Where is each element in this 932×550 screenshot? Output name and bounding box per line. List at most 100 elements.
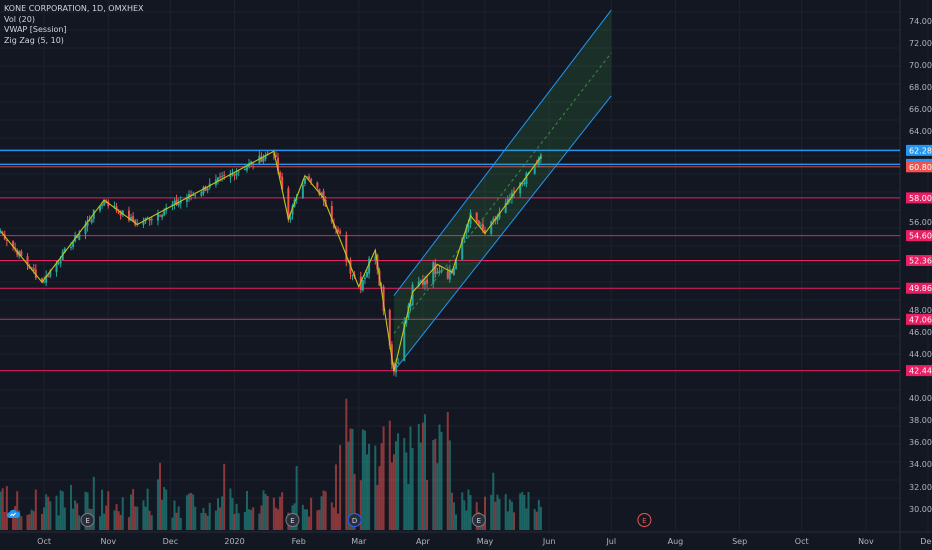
time-tick-label: Mar	[351, 537, 367, 546]
candle-body	[305, 176, 308, 178]
volume-bar	[14, 506, 17, 530]
volume-bar	[264, 493, 267, 530]
volume-bar	[411, 448, 414, 530]
volume-bar	[448, 440, 451, 530]
candle-body	[539, 154, 542, 159]
volume-bar	[484, 496, 487, 530]
volume-bar	[374, 445, 377, 530]
volume-bar	[301, 504, 304, 530]
candle-body	[496, 216, 499, 221]
price-tick-label: 36.00	[909, 438, 932, 447]
volume-bar	[214, 510, 217, 530]
regression-channel[interactable]	[393, 9, 612, 372]
earnings-marker-label: E	[642, 517, 646, 525]
candle-body	[235, 172, 238, 175]
horizontal-levels[interactable]	[0, 149, 900, 372]
candle-body	[397, 362, 400, 364]
volume-bar	[188, 493, 190, 530]
candle-body	[59, 261, 62, 264]
volume-bar	[397, 433, 400, 530]
volume-bar	[525, 508, 528, 530]
volume-bar	[173, 500, 176, 530]
volume-bar	[159, 462, 162, 530]
candle-body	[303, 178, 306, 184]
volume-bar	[136, 506, 139, 530]
volume-bar	[216, 498, 219, 530]
volume-bar	[45, 494, 48, 530]
time-axis[interactable]: Oct Nov Dec 2020 Feb Mar Apr May Jun Jul Aug Sep Oct…	[37, 537, 932, 546]
earnings-marker-label: D	[352, 517, 357, 525]
volume-bar	[533, 508, 536, 530]
zigzag-indicator-label[interactable]: Zig Zag (5, 10)	[4, 35, 64, 45]
price-tick-label: 56.00	[909, 218, 932, 227]
volume-bar	[512, 512, 515, 530]
candle-body	[243, 169, 246, 171]
volume-bar	[395, 441, 397, 530]
price-level-badge-label: 47.06	[909, 315, 932, 324]
price-level-badge-label: 54.60	[909, 232, 932, 241]
volume-bar	[219, 507, 222, 530]
candle-body	[484, 229, 487, 234]
tradingview-logo-icon[interactable]	[5, 508, 21, 520]
vol-indicator-label[interactable]: Vol (20)	[4, 14, 35, 24]
candle-body	[448, 269, 451, 280]
candle-body	[233, 174, 236, 177]
volume-bar	[409, 426, 412, 530]
candle-body	[438, 271, 441, 273]
volume-bar	[3, 511, 6, 530]
volume-bar	[41, 513, 44, 530]
volume-bar	[1, 488, 4, 530]
earnings-marker-label: E	[290, 517, 294, 525]
candle-body	[177, 202, 180, 206]
candle-body	[409, 303, 412, 308]
candle-body	[161, 214, 164, 218]
volume-bar	[49, 501, 52, 530]
volume-bar	[179, 517, 182, 530]
channel-fill	[393, 10, 612, 372]
volume-bar	[361, 429, 364, 530]
volume-bar	[121, 497, 124, 530]
volume-bar	[337, 513, 340, 530]
volume-bar	[16, 491, 19, 530]
volume-bar	[320, 496, 323, 530]
candle-body	[206, 188, 209, 191]
time-tick-label: Feb	[292, 537, 306, 546]
volume-bar	[426, 479, 429, 530]
candle-body	[475, 212, 478, 222]
price-level-badge	[906, 230, 932, 242]
volume-bar	[130, 494, 133, 530]
volume-bar	[105, 505, 108, 530]
candle-body	[173, 201, 176, 206]
candle-body	[127, 210, 130, 221]
price-tick-label: 48.00	[909, 306, 932, 315]
candle-body	[277, 157, 280, 171]
volume-bar	[419, 442, 422, 530]
price-tick-label: 72.00	[909, 39, 932, 48]
price-level-badge	[906, 192, 932, 204]
candle-body	[221, 176, 224, 178]
volume-bar	[55, 495, 58, 530]
volume-bar	[368, 443, 371, 530]
candle-body	[175, 199, 178, 205]
price-axis[interactable]: 74.00 72.00 70.00 68.00 66.00 64.00 56.00 48.00…	[906, 17, 932, 514]
candle-body	[411, 284, 414, 306]
candle-body	[434, 263, 437, 275]
volume-bar	[366, 454, 369, 530]
symbol-title[interactable]: KONE CORPORATION, 1D, OMXHEX	[4, 4, 144, 13]
volume-bar	[330, 502, 333, 530]
candle-body	[148, 218, 151, 221]
candle-body	[436, 272, 439, 274]
volume-bar	[262, 490, 265, 530]
vwap-indicator-label[interactable]: VWAP [Session]	[4, 25, 67, 34]
time-tick-label: Apr	[416, 537, 431, 546]
volume-bar	[303, 509, 306, 530]
volume-bar	[200, 513, 203, 530]
time-tick-label: Aug	[668, 537, 684, 546]
volume-bar	[18, 510, 21, 530]
volume-bar	[392, 454, 395, 530]
candle-body	[202, 187, 205, 194]
price-level-badge	[906, 282, 932, 294]
